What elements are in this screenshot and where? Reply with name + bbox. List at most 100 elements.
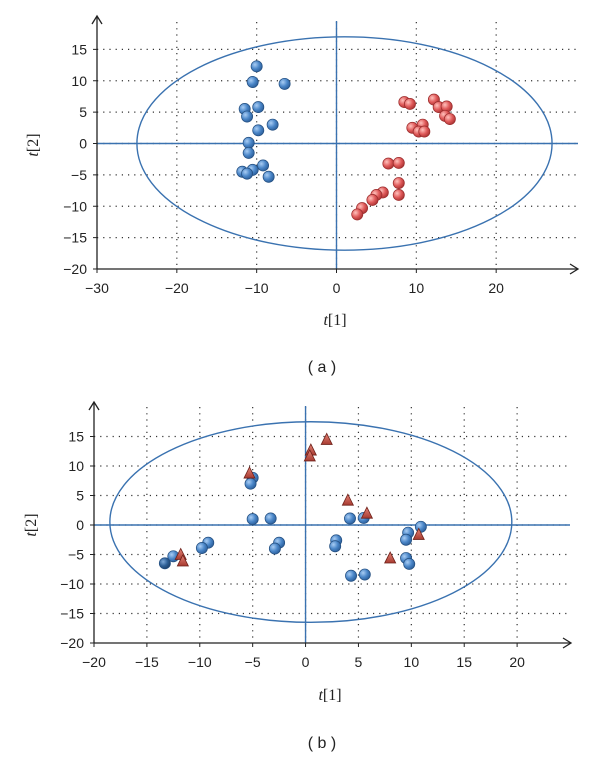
panel-a-zero-lines xyxy=(97,21,578,269)
panel-b-x-ticks: −20 −15 −10 −5 0 5 10 15 20 xyxy=(82,643,525,670)
data-point-blue xyxy=(257,159,270,172)
y-tick-label: 15 xyxy=(68,429,84,445)
x-axis-arrow xyxy=(569,263,580,275)
x-tick-label: −15 xyxy=(135,654,159,670)
data-point-triangle xyxy=(341,493,355,506)
data-point-triangle xyxy=(412,527,425,540)
data-point-blue xyxy=(252,101,265,114)
data-point-triangle xyxy=(176,554,190,567)
data-point-triangle xyxy=(360,506,374,519)
y-tick-label: 5 xyxy=(79,104,87,120)
panel-a-y-axis-label-rest: [2] xyxy=(25,133,42,152)
data-point-blue xyxy=(278,77,291,90)
data-point-triangle xyxy=(384,551,397,564)
panel-b-points xyxy=(158,432,427,582)
data-point-blue xyxy=(241,167,254,180)
data-point-red xyxy=(392,157,405,169)
data-point-blue xyxy=(246,513,259,526)
y-axis-arrow xyxy=(91,14,103,25)
data-point-triangle xyxy=(320,432,333,445)
panel-a-x-ticks: −30 −20 −10 0 10 20 xyxy=(85,269,504,296)
x-tick-label: 20 xyxy=(509,654,525,670)
y-tick-label: −20 xyxy=(60,635,84,651)
panel-a: −30 −20 −10 0 10 20 −20 −15 −10 −5 0 5 10 15 t [1] t[… xyxy=(25,14,580,376)
x-tick-label: 10 xyxy=(409,280,425,296)
x-tick-label: −10 xyxy=(188,654,212,670)
data-point-blue xyxy=(158,557,171,570)
y-tick-label: 0 xyxy=(76,517,84,533)
data-point-blue xyxy=(250,60,263,73)
panel-b-confidence-ellipse xyxy=(109,420,513,624)
y-tick-label: −10 xyxy=(63,198,87,214)
data-point-red xyxy=(382,157,395,170)
data-point-blue xyxy=(252,124,265,137)
panel-a-points xyxy=(236,60,456,221)
panel-b-caption: ( b ) xyxy=(308,735,336,752)
x-axis-arrow xyxy=(562,637,573,649)
data-point-red xyxy=(366,194,379,206)
y-tick-label: 0 xyxy=(79,136,87,152)
panel-b-y-axis-label-rest: [2] xyxy=(23,513,40,532)
data-point-red xyxy=(403,98,416,110)
data-point-blue xyxy=(344,512,356,525)
y-tick-label: −15 xyxy=(60,606,84,622)
y-tick-label: 10 xyxy=(68,458,84,474)
y-tick-label: −5 xyxy=(71,167,87,183)
panel-b-x-axis-label: t[1] xyxy=(318,687,341,704)
panel-b-axes xyxy=(88,400,573,649)
data-point-blue xyxy=(242,136,255,149)
x-tick-label: −5 xyxy=(245,654,261,670)
data-point-triangle xyxy=(243,466,256,479)
panel-a-axes xyxy=(91,14,580,275)
x-tick-label: −30 xyxy=(85,280,109,296)
panel-a-y-axis-label-italic: t xyxy=(25,152,42,157)
y-tick-label: −5 xyxy=(68,547,84,563)
y-tick-label: 15 xyxy=(71,41,87,57)
data-point-blue xyxy=(400,533,412,546)
x-tick-label: 0 xyxy=(302,654,310,670)
data-point-blue xyxy=(345,569,357,582)
y-axis-arrow xyxy=(88,400,100,411)
panel-a-y-axis-label: t[2] xyxy=(25,133,42,156)
x-tick-label: −20 xyxy=(165,280,189,296)
x-tick-label: −10 xyxy=(245,280,269,296)
data-point-blue xyxy=(266,118,279,131)
data-point-red xyxy=(418,125,431,138)
panel-b-x-axis-label-rest: [1] xyxy=(323,687,342,704)
data-point-blue xyxy=(414,520,427,533)
x-tick-label: 0 xyxy=(333,280,341,296)
data-point-blue xyxy=(246,76,259,88)
panel-a-confidence-ellipse xyxy=(136,35,553,252)
x-tick-label: 5 xyxy=(355,654,363,670)
y-tick-label: −15 xyxy=(63,230,87,246)
panel-b-y-axis-label: t[2] xyxy=(23,513,40,536)
data-point-blue xyxy=(244,477,257,490)
panel-b-x-axis-label-italic: t xyxy=(318,687,323,704)
data-point-red xyxy=(392,189,405,201)
x-tick-label: −20 xyxy=(82,654,106,670)
data-point-blue xyxy=(264,512,277,525)
data-point-blue xyxy=(329,540,342,553)
data-point-blue xyxy=(262,170,275,183)
x-tick-label: 10 xyxy=(404,654,420,670)
panel-a-caption: ( a ) xyxy=(308,359,336,376)
data-point-blue xyxy=(195,542,208,554)
data-point-blue xyxy=(358,568,371,581)
data-point-blue xyxy=(268,542,281,555)
y-tick-label: 5 xyxy=(76,488,84,504)
data-point-blue xyxy=(403,557,416,570)
panel-b-zero-lines xyxy=(94,406,570,643)
data-point-red xyxy=(392,177,405,189)
panel-b-y-ticks: −20 −15 −10 −5 0 5 10 15 xyxy=(60,429,94,651)
y-tick-label: −20 xyxy=(63,261,87,277)
x-tick-label: 20 xyxy=(488,280,504,296)
data-point-triangle xyxy=(303,449,316,462)
panel-a-y-ticks: −20 −15 −10 −5 0 5 10 15 xyxy=(63,41,97,277)
data-point-red xyxy=(443,113,456,125)
panel-a-x-axis-label-rest: [1] xyxy=(328,312,347,329)
data-point-blue xyxy=(242,146,255,159)
y-tick-label: −10 xyxy=(60,576,84,592)
y-tick-label: 10 xyxy=(71,73,87,89)
